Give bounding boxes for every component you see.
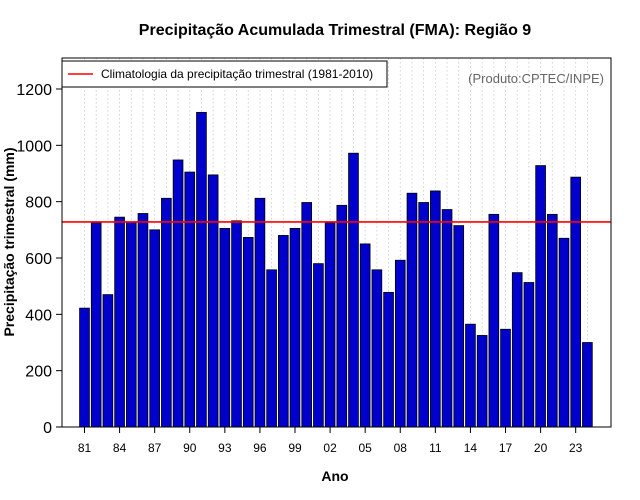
bar-18 bbox=[511, 272, 523, 428]
bar-21 bbox=[547, 213, 558, 428]
y-tick-label-600: 600 bbox=[25, 251, 52, 268]
y-tick-label-1000: 1000 bbox=[16, 138, 52, 155]
x-tick-label-96: 96 bbox=[253, 441, 267, 455]
chart-title: Precipitação Acumulada Trimestral (FMA):… bbox=[139, 22, 532, 39]
bar-85 bbox=[125, 221, 137, 428]
y-axis: 0 200 400 600 800 1000 1200 bbox=[16, 82, 62, 437]
bar-96 bbox=[254, 197, 266, 428]
bar-24 bbox=[582, 342, 593, 428]
bar-05 bbox=[359, 243, 371, 428]
bar-03 bbox=[336, 204, 348, 428]
bar-08 bbox=[394, 259, 406, 428]
y-tick-label-0: 0 bbox=[43, 420, 52, 437]
bars bbox=[79, 111, 593, 428]
x-tick-label-23: 23 bbox=[569, 441, 583, 455]
bar-19 bbox=[523, 282, 535, 428]
bar-15 bbox=[476, 335, 488, 428]
bar-88 bbox=[161, 197, 172, 428]
legend-box bbox=[61, 60, 388, 88]
x-tick-label-08: 08 bbox=[394, 441, 408, 455]
bar-91 bbox=[196, 111, 207, 428]
bar-16 bbox=[488, 213, 500, 428]
bar-98 bbox=[278, 235, 289, 428]
x-tick-label-20: 20 bbox=[534, 441, 548, 455]
bar-06 bbox=[371, 269, 383, 428]
bar-02 bbox=[324, 222, 336, 428]
bar-12 bbox=[441, 209, 453, 428]
bar-89 bbox=[172, 159, 184, 428]
x-tick-label-90: 90 bbox=[183, 441, 197, 455]
product-credit: (Produto:CPTEC/INPE) bbox=[468, 71, 604, 86]
y-axis-label: Precipitação trimestral (mm) bbox=[1, 147, 17, 336]
x-tick-label-99: 99 bbox=[288, 441, 302, 455]
bar-01 bbox=[313, 263, 324, 428]
bar-97 bbox=[266, 269, 277, 428]
bar-17 bbox=[500, 328, 511, 428]
bar-99 bbox=[289, 228, 301, 428]
bar-11 bbox=[430, 190, 441, 428]
y-tick-label-800: 800 bbox=[25, 195, 52, 212]
y-tick-label-200: 200 bbox=[25, 364, 52, 381]
x-tick-label-14: 14 bbox=[464, 441, 478, 455]
bar-84 bbox=[114, 216, 125, 428]
x-tick-label-17: 17 bbox=[499, 441, 513, 455]
bar-04 bbox=[348, 152, 359, 428]
bar-13 bbox=[453, 225, 465, 428]
legend-label: Climatologia da precipitação trimestral … bbox=[101, 67, 373, 81]
bar-92 bbox=[207, 174, 219, 428]
bar-90 bbox=[184, 171, 196, 428]
x-tick-label-81: 81 bbox=[78, 441, 92, 455]
x-tick-label-87: 87 bbox=[148, 441, 162, 455]
bar-81 bbox=[79, 307, 90, 428]
bar-93 bbox=[219, 228, 231, 428]
bar-82 bbox=[90, 222, 102, 428]
bar-95 bbox=[242, 237, 254, 428]
bar-23 bbox=[570, 176, 581, 428]
bar-07 bbox=[383, 291, 394, 428]
bar-09 bbox=[406, 192, 418, 428]
bar-10 bbox=[418, 202, 429, 428]
legend: Climatologia da precipitação trimestral … bbox=[61, 60, 388, 88]
x-tick-label-84: 84 bbox=[113, 441, 127, 455]
x-axis: 81 84 87 90 93 96 99 02 05 08 11 14 17 20 23 bbox=[78, 427, 583, 455]
plot-frame bbox=[61, 57, 612, 428]
x-tick-label-05: 05 bbox=[359, 441, 373, 455]
bar-22 bbox=[558, 237, 570, 428]
x-tick-label-93: 93 bbox=[218, 441, 232, 455]
bar-00 bbox=[301, 202, 313, 428]
y-tick-label-1200: 1200 bbox=[16, 82, 52, 99]
bar-94 bbox=[231, 220, 242, 428]
bar-20 bbox=[535, 165, 546, 428]
bar-83 bbox=[102, 294, 114, 428]
bar-86 bbox=[137, 213, 149, 428]
bar-14 bbox=[465, 323, 476, 428]
x-tick-label-11: 11 bbox=[429, 441, 442, 455]
x-tick-label-02: 02 bbox=[323, 441, 337, 455]
x-axis-label: Ano bbox=[321, 468, 348, 484]
bar-87 bbox=[149, 229, 160, 428]
y-tick-label-400: 400 bbox=[25, 307, 52, 324]
